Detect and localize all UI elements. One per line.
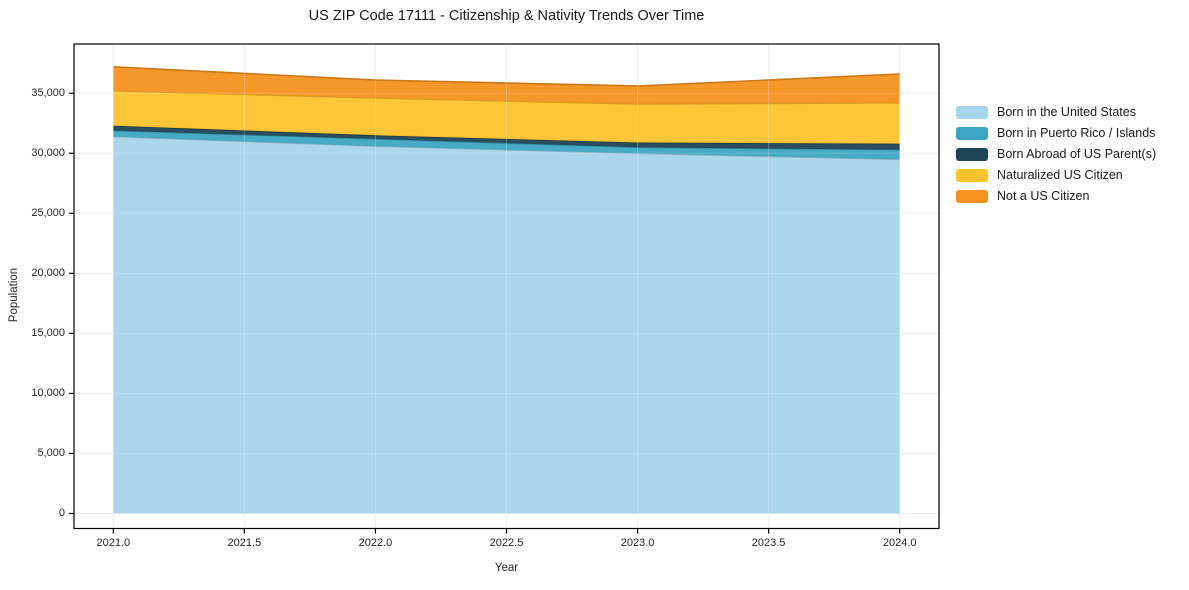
x-tick-label: 2021.0: [96, 537, 131, 549]
legend-item: Born Abroad of US Parent(s): [956, 147, 1156, 161]
legend-swatch-icon: [956, 168, 988, 182]
x-tick-label: 2021.5: [227, 537, 262, 549]
legend-label: Born in Puerto Rico / Islands: [997, 126, 1156, 140]
legend-item: Not a US Citizen: [956, 189, 1156, 203]
area-band-born-in-puerto-rico-islands: [113, 130, 900, 160]
y-axis-label: Population: [8, 267, 20, 323]
legend-swatch-icon: [956, 126, 988, 140]
legend-swatch-icon: [956, 147, 988, 161]
y-tick-label: 20,000: [31, 266, 65, 279]
legend-item: Born in Puerto Rico / Islands: [956, 126, 1156, 140]
x-tick-label: 2024.0: [882, 537, 917, 549]
y-tick-label: 30,000: [31, 146, 65, 159]
y-tick-label: 0: [58, 506, 65, 519]
legend-item: Born in the United States: [956, 105, 1156, 119]
y-tick-label: 25,000: [31, 206, 65, 219]
chart-title: US ZIP Code 17111 - Citizenship & Nativi…: [308, 8, 705, 24]
legend-label: Not a US Citizen: [997, 189, 1090, 203]
area-band-not-a-us-citizen: [113, 66, 900, 104]
x-axis-label: Year: [494, 562, 519, 574]
legend-swatch-icon: [956, 105, 988, 119]
area-band-born-abroad-of-us-parent-s: [113, 125, 900, 150]
x-tick-label: 2022.5: [489, 537, 524, 549]
legend-label: Born in the United States: [997, 105, 1136, 119]
y-tick-label: 35,000: [31, 86, 65, 99]
y-tick-label: 15,000: [31, 326, 65, 339]
legend-label: Born Abroad of US Parent(s): [997, 147, 1157, 161]
band-top-stroke-not-a-us-citizen: [113, 66, 900, 87]
legend-label: Naturalized US Citizen: [997, 168, 1123, 182]
x-tick-label: 2023.5: [751, 537, 786, 549]
legend: Born in the United States Born in Puerto …: [956, 105, 1156, 203]
x-tick-label: 2022.0: [358, 537, 393, 549]
y-tick-label: 5,000: [37, 446, 65, 459]
legend-item: Naturalized US Citizen: [956, 168, 1156, 182]
area-band-born-in-the-united-states: [113, 136, 900, 514]
x-tick-label: 2023.0: [620, 537, 655, 549]
y-tick-label: 10,000: [31, 386, 65, 399]
legend-swatch-icon: [956, 189, 988, 203]
